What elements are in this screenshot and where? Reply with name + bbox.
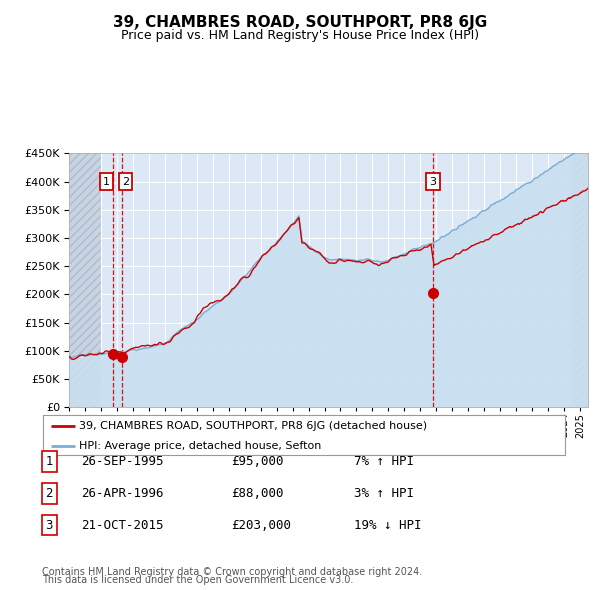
Text: Contains HM Land Registry data © Crown copyright and database right 2024.: Contains HM Land Registry data © Crown c… [42, 567, 422, 577]
Text: 3: 3 [46, 519, 53, 532]
Text: 19% ↓ HPI: 19% ↓ HPI [354, 519, 421, 532]
Text: 26-APR-1996: 26-APR-1996 [81, 487, 163, 500]
Text: 3: 3 [430, 176, 437, 186]
Text: 39, CHAMBRES ROAD, SOUTHPORT, PR8 6JG (detached house): 39, CHAMBRES ROAD, SOUTHPORT, PR8 6JG (d… [79, 421, 427, 431]
Text: £203,000: £203,000 [231, 519, 291, 532]
Text: 3% ↑ HPI: 3% ↑ HPI [354, 487, 414, 500]
Text: 26-SEP-1995: 26-SEP-1995 [81, 455, 163, 468]
Text: 1: 1 [46, 455, 53, 468]
Text: 2: 2 [46, 487, 53, 500]
Text: 39, CHAMBRES ROAD, SOUTHPORT, PR8 6JG: 39, CHAMBRES ROAD, SOUTHPORT, PR8 6JG [113, 15, 487, 30]
Text: £88,000: £88,000 [231, 487, 284, 500]
Text: Price paid vs. HM Land Registry's House Price Index (HPI): Price paid vs. HM Land Registry's House … [121, 30, 479, 42]
Text: 2: 2 [122, 176, 129, 186]
Text: 1: 1 [103, 176, 110, 186]
Text: 7% ↑ HPI: 7% ↑ HPI [354, 455, 414, 468]
Text: This data is licensed under the Open Government Licence v3.0.: This data is licensed under the Open Gov… [42, 575, 353, 585]
Text: HPI: Average price, detached house, Sefton: HPI: Average price, detached house, Seft… [79, 441, 321, 451]
Text: 21-OCT-2015: 21-OCT-2015 [81, 519, 163, 532]
Text: £95,000: £95,000 [231, 455, 284, 468]
